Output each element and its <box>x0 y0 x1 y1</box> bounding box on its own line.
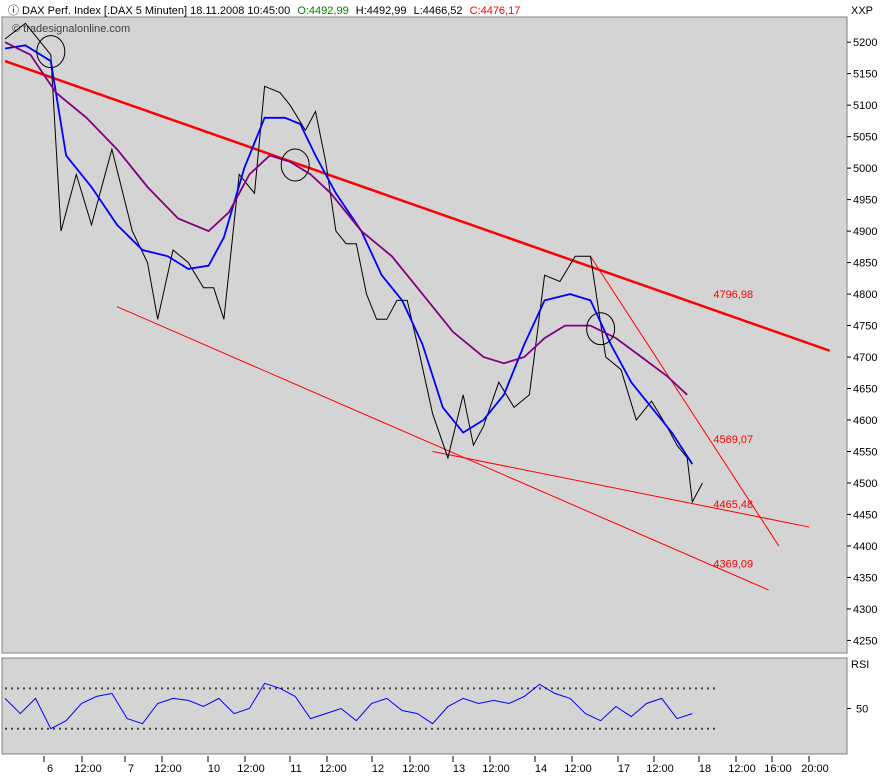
x-tick-label: 16:00 <box>764 763 792 775</box>
rsi-plot <box>1 657 848 755</box>
x-tick-label: 20:00 <box>801 763 829 775</box>
y-tick-label: 4450 <box>853 509 877 521</box>
y-tick-label: 5200 <box>853 37 877 49</box>
level-label: 4369,09 <box>713 559 753 571</box>
y-tick-label: 4800 <box>853 289 877 301</box>
x-tick-label: 12:00 <box>728 763 756 775</box>
y-tick-label: 4900 <box>853 226 877 238</box>
x-tick-label: 12:00 <box>319 763 347 775</box>
fast_ma-line <box>4 44 694 465</box>
trendline <box>4 59 831 352</box>
high-value: H:4492,99 <box>356 5 407 17</box>
x-tick-label: 6 <box>47 763 53 775</box>
y-tick-label: 4600 <box>853 415 877 427</box>
trendlines <box>4 59 831 591</box>
trendline <box>432 451 810 528</box>
open-value: O:4492,99 <box>297 5 348 17</box>
x-tick-label: 17 <box>618 763 630 775</box>
y-tick-label: 5100 <box>853 100 877 112</box>
price-line <box>4 22 703 504</box>
y-tick-label: 5150 <box>853 69 877 81</box>
slow_ma-line <box>4 41 688 396</box>
rsi-y-axis: 50 <box>847 704 868 716</box>
level-annotations: 4796,98 4569,07 4465,48 4369,09 <box>713 289 753 571</box>
y-tick-label: 4650 <box>853 384 877 396</box>
y-tick-label: 4950 <box>853 195 877 207</box>
y-tick-label: 5000 <box>853 163 877 175</box>
x-tick-label: 12:00 <box>237 763 265 775</box>
y-tick-label: 4750 <box>853 321 877 333</box>
y-tick-label: 4350 <box>853 572 877 584</box>
symbol-label: DAX Perf. Index [.DAX 5 Minuten] 18.11.2… <box>22 5 290 17</box>
y-tick-label: 4300 <box>853 604 877 616</box>
price-plot <box>1 16 848 654</box>
x-tick-label: 12:00 <box>154 763 182 775</box>
ellipse-marker <box>36 35 66 69</box>
x-tick-label: 12 <box>372 763 384 775</box>
x-tick-label: 7 <box>128 763 134 775</box>
close-value: C:4476,17 <box>470 5 521 17</box>
y-tick-label: 4400 <box>853 541 877 553</box>
rsi-series-group <box>4 682 693 730</box>
ellipse-marker <box>280 148 310 182</box>
rsi-line <box>4 682 693 730</box>
x-tick-label: 13 <box>453 763 465 775</box>
watermark: © tradesignalonline.com <box>12 23 130 35</box>
level-label: 4796,98 <box>713 289 753 301</box>
y-tick-label: 4700 <box>853 352 877 364</box>
ellipse-markers <box>36 35 616 346</box>
ellipse-marker <box>586 312 616 346</box>
x-tick-label: 18 <box>699 763 711 775</box>
x-tick-label: 12:00 <box>482 763 510 775</box>
low-value: L:4466,52 <box>414 5 463 17</box>
y-tick-label: 5050 <box>853 132 877 144</box>
x-tick-label: 12:00 <box>564 763 592 775</box>
y-tick-label: 4500 <box>853 478 877 490</box>
rsi-label: RSI <box>851 659 869 671</box>
rsi-reference-lines <box>5 687 715 730</box>
x-tick-label: 12:00 <box>646 763 674 775</box>
exchange-label: XXP <box>851 5 873 17</box>
y-tick-label: 4250 <box>853 635 877 647</box>
level-label: 4465,48 <box>713 499 753 511</box>
y-tick-label: 4850 <box>853 258 877 270</box>
x-tick-label: 12:00 <box>74 763 102 775</box>
info-icon[interactable]: ⓘ <box>8 4 19 17</box>
trendline <box>590 256 780 547</box>
x-tick-label: 14 <box>535 763 547 775</box>
svg-text:DAX Perf. Index [.DAX 5 Minut: DAX Perf. Index [.DAX 5 Minuten] 18.11.2… <box>22 5 520 17</box>
rsi-tick-label: 50 <box>856 704 868 716</box>
time-x-axis: 6 12:00 7 12:00 10 12:00 11 12:00 12 12:00 13 12:00… <box>43 756 829 775</box>
y-tick-label: 4550 <box>853 446 877 458</box>
level-label: 4569,07 <box>713 434 753 446</box>
x-tick-label: 11 <box>290 763 301 775</box>
price-y-axis: 4250 4300 4350 4400 4450 4500 4550 4600 4650 4700… <box>847 37 877 647</box>
x-tick-label: 10 <box>208 763 220 775</box>
x-tick-label: 12:00 <box>402 763 430 775</box>
trendline <box>116 306 769 591</box>
price-series-group <box>4 22 703 504</box>
